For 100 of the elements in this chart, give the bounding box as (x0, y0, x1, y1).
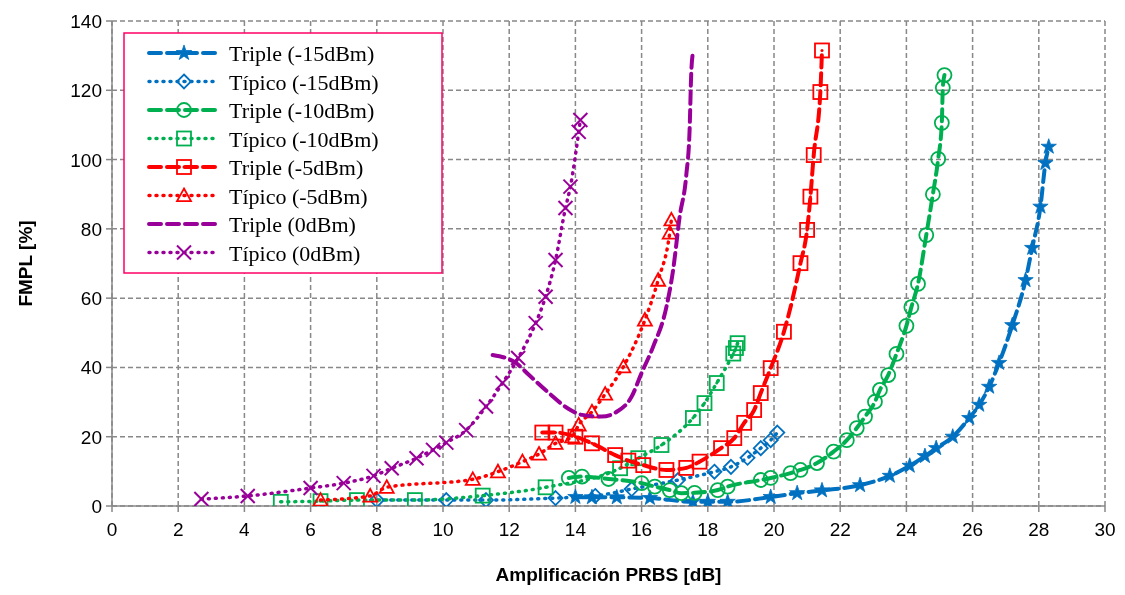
point (531, 446, 547, 461)
y-tick-label: 140 (70, 11, 102, 32)
point (762, 488, 779, 504)
point (650, 272, 667, 287)
y-tick-label: 60 (80, 288, 102, 310)
point (670, 472, 686, 488)
point (991, 354, 1008, 370)
point (607, 447, 624, 463)
point (809, 455, 825, 471)
point (365, 467, 382, 484)
point (633, 475, 650, 492)
point (930, 150, 947, 167)
y-tick-label: 20 (80, 426, 102, 448)
point (729, 335, 746, 352)
x-tick-label: 24 (895, 519, 918, 540)
point (438, 434, 455, 451)
point (478, 492, 494, 506)
point (713, 440, 729, 457)
point (567, 488, 584, 504)
point (641, 489, 658, 505)
point (661, 225, 678, 240)
point (570, 123, 587, 140)
point (708, 375, 725, 391)
point (746, 402, 763, 418)
point (696, 395, 713, 412)
point (438, 492, 455, 506)
point (848, 420, 865, 436)
point (547, 435, 564, 450)
point (537, 288, 554, 305)
point (685, 410, 701, 426)
point (572, 112, 589, 129)
point (383, 460, 400, 477)
point (567, 428, 584, 445)
point (464, 471, 481, 486)
point (691, 453, 708, 470)
point (762, 432, 779, 449)
point (612, 460, 628, 477)
point (547, 252, 564, 269)
point (918, 227, 935, 243)
point (709, 482, 726, 498)
point (362, 488, 379, 503)
point (686, 484, 703, 501)
point (898, 317, 915, 334)
y-tick-label: 80 (80, 218, 102, 240)
legend-label: Triple (-15dBm) (229, 41, 375, 66)
point (378, 479, 395, 494)
point (825, 443, 842, 460)
point (739, 449, 756, 466)
point (706, 463, 723, 480)
point (971, 396, 988, 412)
legend-label: Triple (-10dBm) (229, 98, 375, 123)
point (792, 255, 809, 272)
point (478, 398, 495, 415)
point (562, 178, 579, 195)
point (792, 462, 809, 478)
point (736, 414, 753, 431)
point (719, 478, 736, 495)
point (587, 488, 604, 504)
x-tick-label: 14 (564, 519, 587, 540)
x-axis-title: Amplificación PRBS [dB] (495, 564, 722, 585)
point (903, 299, 920, 316)
point (574, 468, 590, 485)
x-tick-label: 28 (1028, 519, 1050, 540)
point (474, 487, 491, 504)
point (302, 479, 319, 496)
point (193, 491, 210, 506)
y-tick-label: 120 (70, 80, 102, 102)
point (723, 458, 739, 475)
point (597, 386, 614, 401)
point (560, 470, 577, 486)
point (881, 467, 898, 483)
point (1037, 154, 1054, 170)
point (335, 475, 352, 492)
point (584, 403, 600, 419)
point (600, 471, 617, 487)
point (537, 479, 554, 496)
legend-label: Típico (-15dBm) (229, 69, 379, 95)
x-tick-label: 20 (763, 519, 785, 540)
point (762, 360, 779, 377)
legend-label: Triple (-5dBm) (229, 155, 364, 180)
point (653, 437, 670, 453)
point (678, 459, 695, 476)
point (813, 481, 831, 498)
point (789, 484, 806, 501)
point (762, 470, 779, 486)
legend-label: Típico (-10dBm) (229, 126, 379, 152)
point (981, 378, 998, 394)
point (872, 382, 888, 398)
point (934, 79, 951, 96)
point (944, 428, 961, 444)
x-tick-label: 2 (172, 519, 184, 540)
point (888, 346, 905, 362)
point (661, 482, 678, 498)
point (769, 424, 786, 441)
point (726, 430, 743, 446)
legend-label: Triple (0dBm) (229, 212, 356, 237)
y-tick-label: 0 (91, 496, 102, 517)
point (458, 422, 475, 439)
point (857, 408, 873, 425)
x-tick-label: 0 (106, 519, 118, 540)
